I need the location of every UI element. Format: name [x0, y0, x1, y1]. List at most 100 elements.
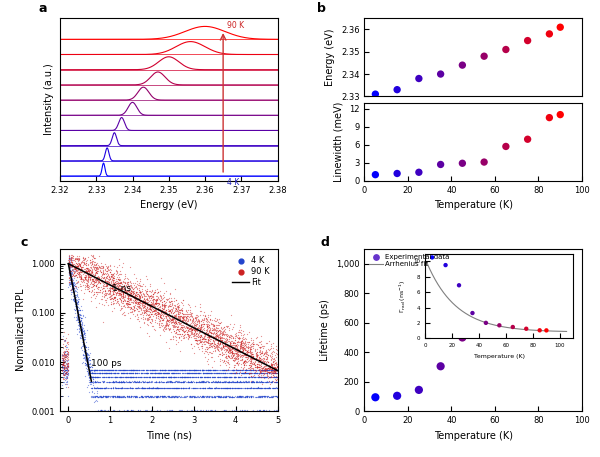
Point: [186, 378, 196, 385]
Point: [153, 314, 163, 322]
Point: [133, 384, 143, 392]
Point: [203, 366, 213, 373]
Point: [123, 295, 133, 302]
Point: [91, 384, 100, 392]
Point: [113, 393, 122, 400]
Point: [109, 272, 118, 280]
Point: [226, 373, 236, 380]
Point: [113, 292, 123, 299]
Point: [224, 408, 233, 415]
Point: [142, 316, 151, 324]
Point: [246, 393, 256, 401]
Point: [246, 366, 256, 373]
Point: [71, 264, 81, 271]
Point: [144, 384, 154, 392]
Point: [179, 408, 189, 415]
Point: [259, 369, 269, 377]
Point: [115, 393, 124, 400]
Point: [70, 301, 80, 308]
Point: [223, 348, 232, 355]
Point: [80, 349, 90, 356]
Point: [116, 278, 125, 285]
Point: [61, 337, 70, 345]
Point: [83, 355, 93, 362]
Point: [266, 393, 276, 400]
Point: [241, 370, 251, 377]
Point: [260, 367, 270, 374]
Point: [116, 282, 125, 289]
Point: [161, 378, 171, 386]
Point: [172, 366, 181, 373]
Point: [173, 393, 182, 400]
Point: [252, 407, 262, 414]
Point: [194, 384, 203, 391]
Point: [155, 378, 165, 386]
Point: [173, 304, 183, 312]
Point: [229, 351, 238, 358]
Point: [178, 378, 188, 386]
Point: [184, 378, 193, 386]
Point: [131, 366, 141, 373]
Point: [140, 373, 149, 381]
Point: [68, 282, 78, 289]
Point: [107, 393, 116, 400]
Point: [99, 366, 109, 373]
Point: [197, 366, 206, 373]
Point: [79, 341, 88, 349]
Point: [85, 367, 94, 375]
Point: [113, 393, 123, 400]
Point: [224, 349, 233, 356]
Point: [110, 290, 119, 298]
Point: [266, 350, 276, 357]
Point: [252, 352, 262, 360]
Point: [247, 378, 257, 386]
Point: [229, 339, 238, 346]
Point: [225, 332, 235, 339]
Point: [179, 366, 188, 373]
Point: [193, 378, 203, 385]
Point: [121, 407, 130, 414]
Point: [178, 335, 188, 342]
Point: [111, 373, 121, 381]
Point: [66, 276, 76, 283]
Point: [189, 366, 199, 373]
Point: [272, 370, 282, 377]
Point: [223, 366, 233, 373]
Point: [166, 366, 176, 373]
Point: [236, 369, 246, 377]
Point: [206, 329, 216, 336]
Point: [248, 340, 257, 348]
Point: [261, 350, 271, 357]
Point: [245, 384, 255, 392]
Point: [256, 384, 266, 391]
Point: [188, 345, 197, 352]
Point: [255, 367, 265, 374]
Point: [242, 393, 251, 400]
Point: [215, 345, 224, 352]
Point: [76, 272, 86, 279]
Point: [261, 366, 271, 373]
Point: [173, 373, 182, 381]
Point: [125, 393, 134, 400]
Point: [111, 366, 121, 373]
Point: [242, 347, 251, 355]
Point: [231, 407, 241, 414]
Point: [206, 311, 215, 319]
Point: [125, 407, 134, 414]
Point: [166, 336, 175, 343]
Point: [188, 407, 198, 414]
Point: [63, 345, 73, 352]
Point: [182, 393, 191, 400]
Point: [244, 373, 253, 381]
Point: [118, 384, 127, 392]
Point: [230, 370, 240, 377]
Point: [59, 359, 68, 366]
Point: [80, 268, 90, 276]
Point: [206, 333, 216, 340]
Point: [69, 292, 79, 300]
Point: [77, 274, 86, 282]
Point: [210, 348, 220, 355]
Point: [220, 384, 230, 391]
Point: [251, 393, 261, 401]
Point: [263, 378, 272, 385]
